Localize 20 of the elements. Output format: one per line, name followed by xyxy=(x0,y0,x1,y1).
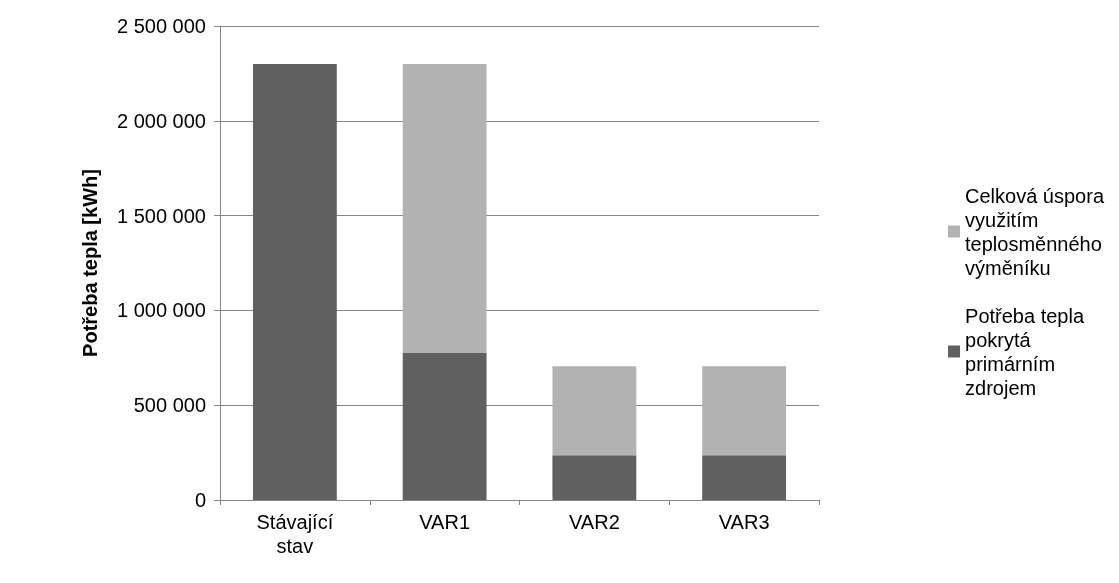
y-axis-title: Potřeba tepla [kWh] xyxy=(79,169,101,357)
legend-label: Potřeba tepla pokrytá primárním zdrojem xyxy=(965,304,1085,399)
x-tick-label: VAR1 xyxy=(419,511,471,533)
bar xyxy=(402,353,487,500)
bar xyxy=(552,455,637,500)
y-tick-label: 2 000 000 xyxy=(117,109,206,132)
bar xyxy=(702,455,787,500)
x-tick-label: VAR2 xyxy=(568,511,620,533)
x-tick-label: Stávající stav xyxy=(256,511,334,557)
y-tick-label: 1 500 000 xyxy=(117,204,206,227)
bar xyxy=(402,63,487,354)
bar xyxy=(552,366,637,456)
legend-label: Celková úspora využitím teplosměnného výměníku xyxy=(965,184,1105,279)
bar xyxy=(252,63,337,500)
y-tick-label: 2 500 000 xyxy=(117,15,206,37)
bar xyxy=(702,366,787,456)
y-tick-label: 0 xyxy=(194,489,206,511)
x-tick-label: VAR3 xyxy=(718,511,770,533)
y-tick-label: 1 000 000 xyxy=(117,299,206,322)
y-tick-label: 500 000 xyxy=(133,394,206,417)
